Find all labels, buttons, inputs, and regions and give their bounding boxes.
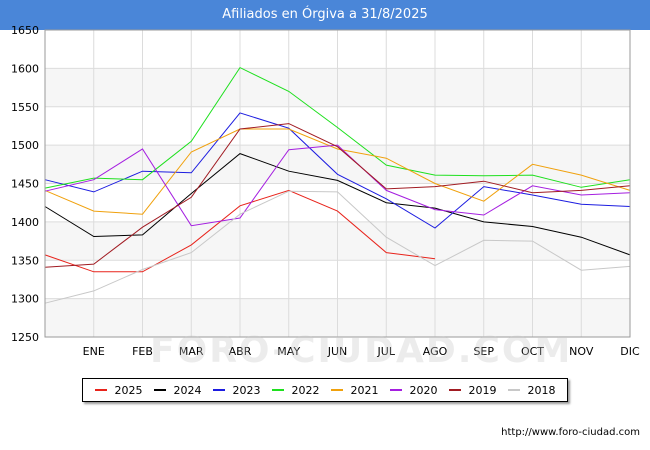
y-tick-label: 1250 bbox=[11, 331, 39, 344]
legend-label: 2019 bbox=[468, 383, 497, 397]
legend-item-2022: 2022 bbox=[271, 383, 320, 397]
x-tick-label: MAR bbox=[179, 345, 204, 358]
series-line-2020 bbox=[44, 144, 631, 227]
series-line-2018 bbox=[44, 190, 631, 304]
x-axis-ticks: ENE FEB MAR ABR MAY JUN JUL AGO SEP OCT NOV DIC bbox=[83, 345, 640, 358]
legend-item-2019: 2019 bbox=[448, 383, 497, 397]
x-tick-label: FEB bbox=[132, 345, 153, 358]
legend-swatch bbox=[330, 389, 343, 391]
legend-swatch bbox=[212, 389, 225, 391]
y-tick-label: 1550 bbox=[11, 101, 39, 114]
x-tick-label: MAY bbox=[277, 345, 300, 358]
chart-title: Afiliados en Órgiva a 31/8/2025 bbox=[0, 0, 650, 30]
series-line-2024 bbox=[44, 153, 631, 256]
x-tick-label: OCT bbox=[521, 345, 544, 358]
legend-item-2020: 2020 bbox=[389, 383, 438, 397]
y-tick-label: 1300 bbox=[11, 293, 39, 306]
series-lines bbox=[44, 66, 631, 304]
watermark-text: FORO-CIUDAD.COM bbox=[150, 330, 573, 371]
series-line-2019 bbox=[44, 123, 631, 268]
legend-item-2021: 2021 bbox=[330, 383, 379, 397]
x-tick-label: AGO bbox=[423, 345, 448, 358]
series-line-2022 bbox=[44, 66, 631, 189]
y-tick-label: 1500 bbox=[11, 139, 39, 152]
legend-item-2023: 2023 bbox=[212, 383, 261, 397]
legend-swatch bbox=[94, 389, 107, 391]
y-axis-ticks: 1250 1300 1350 1400 1450 1500 1550 1600 1650 bbox=[11, 24, 39, 344]
y-tick-label: 1600 bbox=[11, 62, 39, 75]
x-tick-label: JUL bbox=[377, 345, 396, 358]
source-url: http://www.foro-ciudad.com bbox=[501, 427, 640, 438]
legend: 2025 2024 2023 2022 2021 2020 2019 2018 bbox=[82, 378, 568, 402]
legend-label: 2020 bbox=[409, 383, 438, 397]
x-tick-label: DIC bbox=[620, 345, 640, 358]
legend-swatch bbox=[389, 389, 402, 391]
legend-item-2024: 2024 bbox=[153, 383, 202, 397]
y-tick-label: 1400 bbox=[11, 216, 39, 229]
y-tick-label: 1350 bbox=[11, 254, 39, 267]
x-tick-label: SEP bbox=[473, 345, 494, 358]
legend-label: 2018 bbox=[527, 383, 556, 397]
x-tick-label: ENE bbox=[83, 345, 105, 358]
legend-label: 2023 bbox=[232, 383, 261, 397]
legend-label: 2022 bbox=[291, 383, 320, 397]
x-tick-label: NOV bbox=[569, 345, 594, 358]
legend-swatch bbox=[507, 389, 520, 391]
legend-label: 2021 bbox=[350, 383, 379, 397]
legend-item-2025: 2025 bbox=[94, 383, 143, 397]
legend-swatch bbox=[271, 389, 284, 391]
legend-label: 2024 bbox=[173, 383, 202, 397]
legend-swatch bbox=[448, 389, 461, 391]
plot-frame bbox=[44, 29, 631, 338]
series-line-2023 bbox=[44, 112, 631, 229]
legend-label: 2025 bbox=[114, 383, 143, 397]
x-tick-label: ABR bbox=[229, 345, 252, 358]
series-line-2021 bbox=[44, 128, 631, 215]
y-tick-label: 1450 bbox=[11, 178, 39, 191]
y-tick-label: 1650 bbox=[11, 24, 39, 37]
x-tick-label: JUN bbox=[327, 345, 348, 358]
legend-item-2018: 2018 bbox=[507, 383, 556, 397]
legend-swatch bbox=[153, 389, 166, 391]
series-line-2025 bbox=[44, 189, 436, 273]
